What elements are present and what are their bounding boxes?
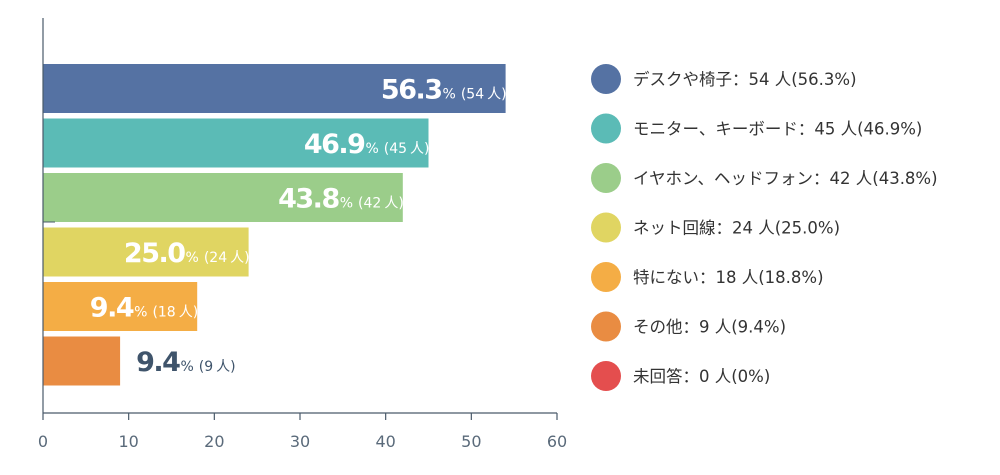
legend-swatch-1 <box>591 64 621 94</box>
legend-label-1: デスクや椅子：54 人(56.3%) <box>633 69 857 89</box>
legend: デスクや椅子：54 人(56.3%) モニター、キーボード：45 人(46.9%)… <box>591 64 938 391</box>
bar-2 <box>43 118 429 168</box>
x-tick-label: 50 <box>461 432 481 451</box>
bar-count-close: ) <box>244 250 249 266</box>
bar-labels: 56.3% (54 人)46.9% (45 人)43.8% (42 人)25.0% (24 人)… <box>90 75 507 379</box>
bar-count-close: ) <box>398 196 403 212</box>
legend-swatch-3 <box>591 163 621 193</box>
bar-label-4: 25.0% (24 人) <box>124 238 250 269</box>
bar-label-1: 56.3% (54 人) <box>381 75 507 106</box>
legend-label-2: モニター、キーボード：45 人(46.9%) <box>633 120 922 139</box>
bar-4 <box>43 227 249 277</box>
x-tick-label: 20 <box>204 432 224 451</box>
bar-percent-value: 43.8 <box>278 184 339 215</box>
bar-count-unit: 人 <box>230 250 244 266</box>
bar-count-close: ) <box>501 87 506 103</box>
bar-count-close: ) <box>193 305 198 321</box>
axes: 0 10 20 30 40 50 60 <box>38 18 567 451</box>
bar-label-5: 9.4% (18 人) <box>90 293 198 324</box>
legend-label-7: 未回答：0 人(0%) <box>633 367 770 386</box>
x-tick-label: 10 <box>118 432 138 451</box>
bar-percent-sign: % <box>186 250 199 266</box>
legend-swatch-4 <box>591 212 621 243</box>
bar-percent-sign: % <box>180 359 193 375</box>
bars-layer <box>43 64 506 386</box>
bar-1 <box>43 64 506 113</box>
bar-count: (24 <box>204 250 227 266</box>
bar-label-6: 9.4% (9 人) <box>136 347 236 378</box>
bar-percent-sign: % <box>134 305 147 321</box>
legend-label-6: その他：9 人(9.4%) <box>633 318 786 337</box>
bar-5 <box>43 282 198 331</box>
bar-count: (18 <box>152 305 175 321</box>
bar-count: (9 <box>199 359 213 375</box>
bar-count-unit: 人 <box>487 87 501 103</box>
legend-label-3: イヤホン、ヘッドフォン：42 人(43.8%) <box>633 169 938 188</box>
legend-label-4: ネット回線：24 人(25.0%) <box>633 219 840 238</box>
bar-percent-sign: % <box>365 141 378 157</box>
bar-percent-value: 56.3 <box>381 75 442 106</box>
bar-count-unit: 人 <box>216 359 230 375</box>
bar-count-unit: 人 <box>410 141 424 157</box>
x-tick-label: 60 <box>547 432 567 451</box>
x-tick-label: 30 <box>290 432 310 451</box>
x-tick-label: 40 <box>375 432 395 451</box>
bar-count-unit: 人 <box>179 305 193 321</box>
legend-swatch-5 <box>591 262 621 292</box>
bar-count-close: ) <box>230 359 235 375</box>
legend-swatch-2 <box>591 113 621 144</box>
bar-percent-sign: % <box>443 87 456 103</box>
bar-percent-value: 9.4 <box>90 293 134 324</box>
bar-6 <box>43 336 121 386</box>
x-tick-label: 0 <box>38 432 48 451</box>
bar-percent-value: 9.4 <box>136 347 180 378</box>
bar-count: (54 <box>461 87 484 103</box>
bar-label-3: 43.8% (42 人) <box>278 184 404 215</box>
bar-count: (42 <box>358 196 381 212</box>
bar-count-close: ) <box>424 141 429 157</box>
bar-count: (45 <box>384 141 407 157</box>
legend-swatch-7 <box>591 361 621 391</box>
bar-count-unit: 人 <box>384 196 398 212</box>
bar-percent-sign: % <box>340 196 353 212</box>
bar-3 <box>43 173 403 222</box>
bar-percent-value: 25.0 <box>124 238 185 269</box>
legend-label-5: 特にない：18 人(18.8%) <box>633 268 824 287</box>
legend-swatch-6 <box>591 311 621 342</box>
bar-label-2: 46.9% (45 人) <box>304 129 430 160</box>
bar-percent-value: 46.9 <box>304 129 365 160</box>
